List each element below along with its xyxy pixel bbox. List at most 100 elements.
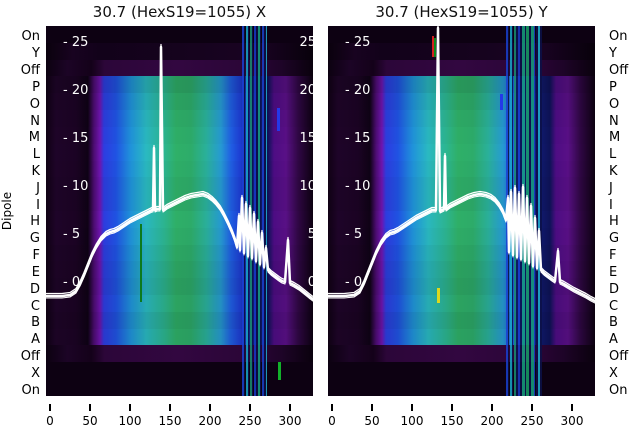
category-label: M	[28, 130, 40, 146]
category-label: L	[609, 147, 617, 163]
heatmap-row	[328, 311, 595, 329]
heatmap-row	[328, 160, 595, 178]
category-label: J	[36, 180, 40, 196]
category-label: G	[609, 231, 620, 247]
heatmap-row	[328, 379, 595, 396]
category-label: J	[609, 180, 613, 196]
heatmap-row	[46, 295, 313, 312]
x-tick-label: 0	[328, 414, 336, 428]
category-label: L	[32, 147, 40, 163]
panel-y-title: 30.7 (HexS19=1055) Y	[375, 3, 548, 21]
heatmap-panel-y: - 25 - 20 - 15 - 10 - 5 - 0	[328, 26, 595, 396]
heatmap-row	[46, 345, 313, 363]
category-label: On	[609, 382, 628, 398]
category-label: Y	[609, 46, 617, 62]
stripe-line	[252, 26, 253, 396]
x-tick	[371, 404, 373, 411]
inner-ytick-label: - 20	[345, 83, 371, 98]
inner-ytick-label: - 15	[345, 131, 371, 146]
inner-ytick-label-right: 15	[299, 131, 313, 146]
heatmap-row	[46, 244, 313, 262]
category-label: F	[32, 248, 40, 264]
heatmap-row	[328, 345, 595, 363]
inner-ytick-label: - 25	[345, 35, 371, 50]
heatmap-row	[46, 328, 313, 346]
stripe-line	[512, 26, 513, 396]
heatmap-row	[328, 110, 595, 127]
x-tick-label: 150	[158, 414, 182, 428]
inner-ytick-label-right: 5	[307, 227, 313, 242]
heatmap-row	[328, 261, 595, 279]
stripe-line	[266, 26, 267, 396]
heatmap-row	[46, 59, 313, 77]
heatmap-row	[328, 362, 595, 379]
category-label: K	[609, 163, 618, 179]
heatmap-row	[46, 227, 313, 245]
category-label: F	[609, 248, 617, 264]
x-tick	[209, 404, 211, 411]
category-label: O	[29, 96, 40, 112]
x-tick-label: 50	[364, 414, 380, 428]
category-label: P	[609, 79, 617, 95]
inner-ytick-label-right: 25	[299, 35, 313, 50]
panel-x-title: 30.7 (HexS19=1055) X	[92, 3, 267, 21]
category-label: D	[29, 281, 40, 297]
category-label: On	[21, 382, 40, 398]
heatmap-row	[46, 210, 313, 228]
heatmap-row	[46, 194, 313, 211]
x-tick	[289, 404, 291, 411]
heatmap-row	[46, 160, 313, 178]
category-label: M	[609, 130, 621, 146]
category-label: C	[609, 298, 619, 314]
x-tick-label: 300	[560, 414, 584, 428]
anomaly-mark	[140, 224, 142, 302]
category-label: On	[609, 29, 628, 45]
anomaly-mark	[500, 94, 503, 110]
category-label: D	[609, 281, 620, 297]
anomaly-mark	[437, 288, 440, 303]
x-tick	[49, 404, 51, 411]
inner-ytick-label: - 0	[63, 275, 81, 290]
inner-ytick-label-right: 10	[299, 179, 313, 194]
x-tick	[89, 404, 91, 411]
x-tick	[331, 404, 333, 411]
category-label: N	[30, 113, 40, 129]
inner-ytick-label: - 10	[345, 179, 371, 194]
category-label: B	[609, 315, 618, 331]
category-label: H	[30, 214, 40, 230]
category-label: B	[31, 315, 40, 331]
category-label: E	[609, 264, 618, 280]
heatmap-row	[328, 227, 595, 245]
category-label: K	[31, 163, 40, 179]
category-label: I	[609, 197, 613, 213]
heatmap-row	[328, 59, 595, 77]
category-label: Off	[609, 348, 629, 364]
anomaly-mark	[278, 362, 281, 380]
heatmap-row	[46, 143, 313, 161]
heatmap-row	[46, 362, 313, 379]
x-tick-label: 150	[440, 414, 464, 428]
category-label: A	[31, 332, 40, 348]
stripe-line	[540, 26, 542, 396]
stripe-line	[534, 26, 535, 396]
inner-ytick-label: - 20	[63, 83, 89, 98]
category-label: On	[21, 29, 40, 45]
category-label: P	[32, 79, 40, 95]
x-tick	[411, 404, 413, 411]
x-tick-label: 250	[238, 414, 262, 428]
category-label: C	[30, 298, 40, 314]
stripe-line	[244, 26, 245, 396]
x-tick	[169, 404, 171, 411]
inner-ytick-label-right: 0	[307, 275, 313, 290]
x-tick-label: 300	[278, 414, 302, 428]
heatmap-row	[328, 295, 595, 312]
x-tick-label: 200	[198, 414, 222, 428]
category-label: H	[609, 214, 619, 230]
stripe-line	[508, 26, 509, 396]
category-label: Off	[20, 348, 40, 364]
inner-ytick-label: - 25	[63, 35, 89, 50]
heatmap-row	[328, 244, 595, 262]
category-label: X	[31, 365, 40, 381]
stripe-line	[248, 26, 249, 396]
heatmap-row	[46, 379, 313, 396]
